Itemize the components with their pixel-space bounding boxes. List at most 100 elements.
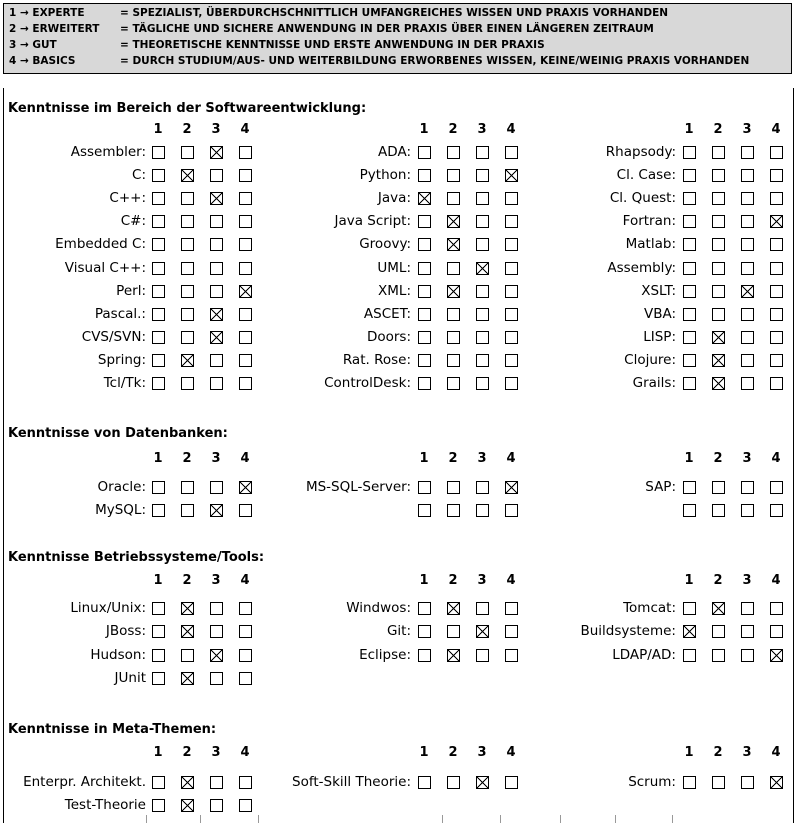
level-checkbox-4[interactable] xyxy=(770,307,783,321)
level-checkbox-3[interactable] xyxy=(741,602,754,615)
level-checkbox-3[interactable] xyxy=(741,146,754,159)
level-checkbox-2[interactable] xyxy=(712,648,725,662)
level-checkbox-2[interactable] xyxy=(447,146,460,159)
level-checkbox-3[interactable] xyxy=(741,504,754,518)
level-checkbox-3[interactable] xyxy=(476,776,489,789)
level-checkbox-4[interactable] xyxy=(239,377,252,390)
level-checkbox-1[interactable] xyxy=(418,146,431,159)
level-checkbox-1[interactable] xyxy=(683,261,696,275)
level-checkbox-2[interactable] xyxy=(181,215,194,229)
level-checkbox-1[interactable] xyxy=(418,353,431,367)
level-checkbox-2[interactable] xyxy=(712,377,725,390)
level-checkbox-1[interactable] xyxy=(683,602,696,615)
level-checkbox-3[interactable] xyxy=(741,625,754,639)
level-checkbox-4[interactable] xyxy=(505,330,518,344)
level-checkbox-3[interactable] xyxy=(476,169,489,183)
level-checkbox-3[interactable] xyxy=(210,602,223,615)
level-checkbox-4[interactable] xyxy=(770,648,783,662)
level-checkbox-1[interactable] xyxy=(683,353,696,367)
level-checkbox-2[interactable] xyxy=(447,238,460,252)
level-checkbox-4[interactable] xyxy=(239,799,252,813)
level-checkbox-4[interactable] xyxy=(505,481,518,494)
level-checkbox-2[interactable] xyxy=(181,481,194,494)
level-checkbox-1[interactable] xyxy=(418,192,431,206)
level-checkbox-4[interactable] xyxy=(770,261,783,275)
level-checkbox-2[interactable] xyxy=(447,776,460,789)
level-checkbox-3[interactable] xyxy=(476,261,489,275)
level-checkbox-4[interactable] xyxy=(770,146,783,159)
level-checkbox-4[interactable] xyxy=(239,353,252,367)
level-checkbox-2[interactable] xyxy=(181,238,194,252)
level-checkbox-2[interactable] xyxy=(181,671,194,685)
level-checkbox-1[interactable] xyxy=(152,284,165,298)
level-checkbox-3[interactable] xyxy=(741,648,754,662)
level-checkbox-3[interactable] xyxy=(476,192,489,206)
level-checkbox-3[interactable] xyxy=(210,671,223,685)
level-checkbox-4[interactable] xyxy=(505,648,518,662)
level-checkbox-1[interactable] xyxy=(683,307,696,321)
level-checkbox-2[interactable] xyxy=(447,330,460,344)
level-checkbox-4[interactable] xyxy=(505,192,518,206)
level-checkbox-2[interactable] xyxy=(447,648,460,662)
level-checkbox-3[interactable] xyxy=(741,261,754,275)
level-checkbox-2[interactable] xyxy=(712,261,725,275)
level-checkbox-3[interactable] xyxy=(210,330,223,344)
level-checkbox-1[interactable] xyxy=(152,625,165,639)
level-checkbox-4[interactable] xyxy=(239,192,252,206)
level-checkbox-4[interactable] xyxy=(770,238,783,252)
level-checkbox-3[interactable] xyxy=(741,169,754,183)
level-checkbox-2[interactable] xyxy=(712,146,725,159)
level-checkbox-1[interactable] xyxy=(152,799,165,813)
level-checkbox-3[interactable] xyxy=(210,625,223,639)
level-checkbox-3[interactable] xyxy=(210,648,223,662)
level-checkbox-3[interactable] xyxy=(741,238,754,252)
level-checkbox-2[interactable] xyxy=(447,284,460,298)
level-checkbox-4[interactable] xyxy=(770,602,783,615)
level-checkbox-1[interactable] xyxy=(418,284,431,298)
level-checkbox-2[interactable] xyxy=(712,602,725,615)
level-checkbox-2[interactable] xyxy=(447,481,460,494)
level-checkbox-3[interactable] xyxy=(741,776,754,789)
level-checkbox-2[interactable] xyxy=(447,215,460,229)
level-checkbox-4[interactable] xyxy=(770,353,783,367)
level-checkbox-4[interactable] xyxy=(239,284,252,298)
level-checkbox-3[interactable] xyxy=(476,146,489,159)
level-checkbox-4[interactable] xyxy=(770,215,783,229)
level-checkbox-1[interactable] xyxy=(152,330,165,344)
level-checkbox-2[interactable] xyxy=(447,353,460,367)
level-checkbox-1[interactable] xyxy=(683,215,696,229)
level-checkbox-1[interactable] xyxy=(152,192,165,206)
level-checkbox-4[interactable] xyxy=(239,238,252,252)
level-checkbox-4[interactable] xyxy=(239,602,252,615)
level-checkbox-4[interactable] xyxy=(770,481,783,494)
level-checkbox-3[interactable] xyxy=(476,625,489,639)
level-checkbox-1[interactable] xyxy=(418,377,431,390)
level-checkbox-3[interactable] xyxy=(476,215,489,229)
level-checkbox-2[interactable] xyxy=(181,799,194,813)
level-checkbox-1[interactable] xyxy=(683,169,696,183)
level-checkbox-2[interactable] xyxy=(181,625,194,639)
level-checkbox-1[interactable] xyxy=(683,238,696,252)
level-checkbox-3[interactable] xyxy=(210,307,223,321)
level-checkbox-3[interactable] xyxy=(210,776,223,789)
level-checkbox-1[interactable] xyxy=(152,238,165,252)
level-checkbox-4[interactable] xyxy=(239,776,252,789)
level-checkbox-2[interactable] xyxy=(181,169,194,183)
level-checkbox-2[interactable] xyxy=(181,330,194,344)
level-checkbox-3[interactable] xyxy=(210,504,223,518)
level-checkbox-2[interactable] xyxy=(712,215,725,229)
level-checkbox-1[interactable] xyxy=(683,504,696,518)
level-checkbox-1[interactable] xyxy=(418,648,431,662)
level-checkbox-2[interactable] xyxy=(181,146,194,159)
level-checkbox-4[interactable] xyxy=(505,215,518,229)
level-checkbox-1[interactable] xyxy=(683,625,696,639)
level-checkbox-3[interactable] xyxy=(210,284,223,298)
level-checkbox-1[interactable] xyxy=(152,377,165,390)
level-checkbox-4[interactable] xyxy=(239,261,252,275)
level-checkbox-1[interactable] xyxy=(418,625,431,639)
level-checkbox-4[interactable] xyxy=(239,648,252,662)
level-checkbox-4[interactable] xyxy=(770,284,783,298)
level-checkbox-1[interactable] xyxy=(683,776,696,789)
level-checkbox-2[interactable] xyxy=(181,261,194,275)
level-checkbox-3[interactable] xyxy=(210,215,223,229)
